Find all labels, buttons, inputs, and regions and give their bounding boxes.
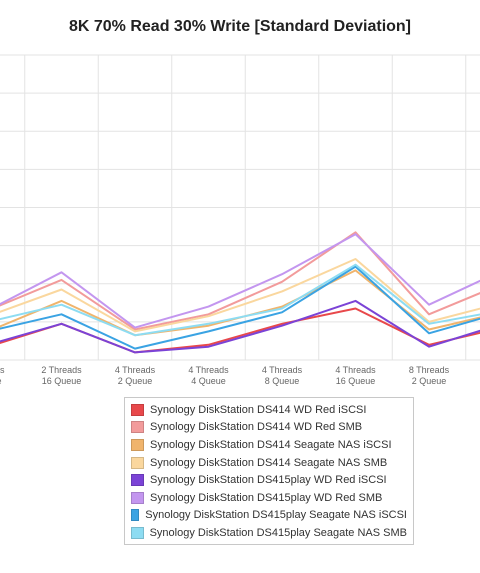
legend-swatch (131, 509, 140, 522)
legend-swatch (131, 526, 144, 539)
legend-swatch (131, 491, 144, 504)
legend-item[interactable]: Synology DiskStation DS415play WD Red SM… (131, 489, 407, 507)
legend-item[interactable]: Synology DiskStation DS414 WD Red SMB (131, 419, 407, 437)
legend-item[interactable]: Synology DiskStation DS414 Seagate NAS S… (131, 454, 407, 472)
legend-item[interactable]: Synology DiskStation DS415play WD Red iS… (131, 471, 407, 489)
legend-item[interactable]: Synology DiskStation DS415play Seagate N… (131, 524, 407, 542)
legend-swatch (131, 438, 144, 451)
series-line-3 (0, 258, 480, 333)
legend: Synology DiskStation DS414 WD Red iSCSI S… (124, 397, 414, 545)
legend-item[interactable]: Synology DiskStation DS414 Seagate NAS i… (131, 436, 407, 454)
legend-label: Synology DiskStation DS414 Seagate NAS S… (150, 456, 388, 469)
legend-label: Synology DiskStation DS415play WD Red SM… (150, 491, 383, 504)
series-line-6 (0, 265, 480, 350)
legend-item[interactable]: Synology DiskStation DS415play Seagate N… (131, 507, 407, 525)
x-tick-label: ThreadsQueue (0, 365, 5, 386)
x-tick-label: 4 Threads 16 Queue (335, 365, 376, 386)
x-tick-label: 4 Threads 2 Queue (115, 365, 156, 386)
x-tick-label: 8 Threads 2 Queue (409, 365, 450, 386)
legend-label: Synology DiskStation DS415play WD Red iS… (150, 474, 387, 487)
x-tick-label: 2 Threads 16 Queue (41, 365, 82, 386)
legend-label: Synology DiskStation DS415play Seagate N… (145, 509, 407, 522)
series-line-2 (0, 269, 480, 337)
series-line-1 (0, 231, 480, 331)
legend-label: Synology DiskStation DS414 WD Red SMB (150, 421, 363, 434)
legend-item[interactable]: Synology DiskStation DS414 WD Red iSCSI (131, 401, 407, 419)
series-line-7 (0, 263, 480, 337)
legend-swatch (131, 421, 144, 434)
legend-label: Synology DiskStation DS414 WD Red iSCSI (150, 403, 367, 416)
chart-title: 8K 70% Read 30% Write [Standard Deviatio… (68, 18, 412, 35)
legend-label: Synology DiskStation DS414 Seagate NAS i… (150, 438, 392, 451)
series-line-5 (0, 233, 480, 329)
legend-swatch (131, 474, 144, 487)
series-lines (0, 231, 480, 354)
x-tick-label: 4 Threads 4 Queue (188, 365, 229, 386)
grid (0, 54, 480, 361)
series-line-4 (0, 299, 480, 354)
x-tick-label: 4 Threads 8 Queue (262, 365, 303, 386)
legend-label: Synology DiskStation DS415play Seagate N… (149, 526, 407, 539)
legend-swatch (131, 456, 144, 469)
legend-swatch (131, 403, 144, 416)
